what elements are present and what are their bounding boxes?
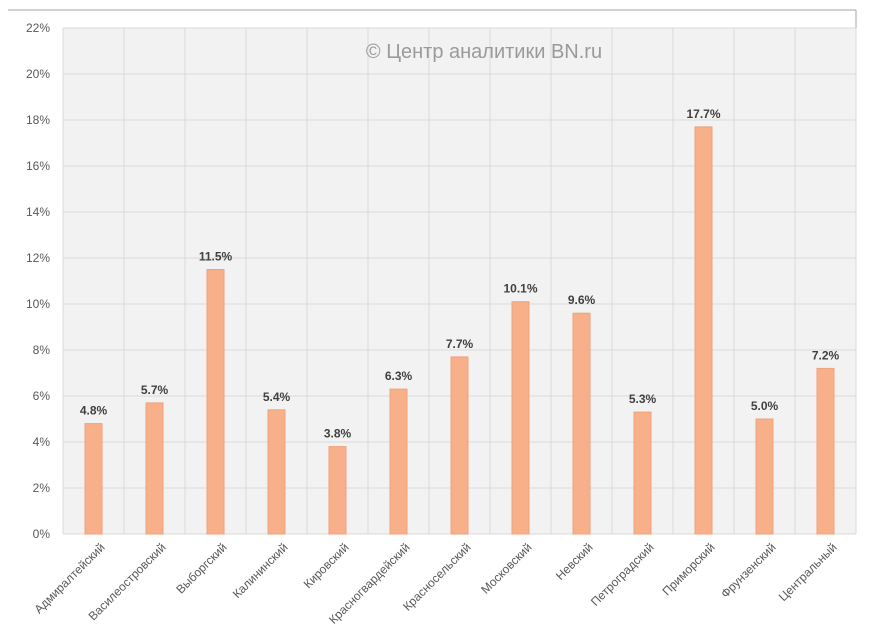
data-label: 7.2% xyxy=(812,348,840,362)
data-label: 6.3% xyxy=(385,369,413,383)
watermark-text: © Центр аналитики BN.ru xyxy=(366,41,602,63)
data-label: 4.8% xyxy=(80,404,108,418)
bar xyxy=(450,356,469,535)
x-tick-label: Фрунзенский xyxy=(718,540,779,601)
data-label: 7.7% xyxy=(446,337,474,351)
bar xyxy=(206,269,225,535)
bar xyxy=(633,411,652,535)
y-tick-label: 22% xyxy=(26,21,50,35)
bar xyxy=(267,409,286,535)
bar xyxy=(694,126,713,535)
x-tick-label: Калининский xyxy=(230,540,291,601)
x-tick-label: Приморский xyxy=(659,540,717,598)
y-tick-label: 0% xyxy=(33,527,51,541)
y-tick-label: 20% xyxy=(26,67,50,81)
y-tick-label: 12% xyxy=(26,251,50,265)
y-tick-label: 16% xyxy=(26,159,50,173)
x-tick-label: Невский xyxy=(553,540,596,583)
bar xyxy=(389,388,408,535)
x-tick-label: Центральный xyxy=(776,540,840,604)
data-label: 3.8% xyxy=(324,427,352,441)
x-tick-label: Московский xyxy=(478,540,534,596)
bar xyxy=(755,418,774,535)
x-tick-label: Кировский xyxy=(301,540,352,591)
bar xyxy=(84,423,103,535)
data-label: 9.6% xyxy=(568,293,596,307)
y-tick-label: 14% xyxy=(26,205,50,219)
data-label: 5.7% xyxy=(141,383,169,397)
bar xyxy=(328,446,347,535)
bar xyxy=(572,312,591,535)
y-tick-label: 8% xyxy=(33,343,51,357)
data-label: 10.1% xyxy=(503,282,537,296)
y-tick-label: 4% xyxy=(33,435,51,449)
y-tick-label: 2% xyxy=(33,481,51,495)
data-label: 11.5% xyxy=(199,250,233,264)
y-tick-label: 10% xyxy=(26,297,50,311)
data-label: 17.7% xyxy=(686,107,720,121)
y-tick-label: 18% xyxy=(26,113,50,127)
data-label: 5.0% xyxy=(751,399,779,413)
y-tick-label: 6% xyxy=(33,389,51,403)
data-label: 5.3% xyxy=(629,392,657,406)
data-label: 5.4% xyxy=(263,390,291,404)
bar xyxy=(511,301,530,535)
bar xyxy=(145,402,164,535)
bar xyxy=(816,367,835,535)
x-tick-label: Петроградский xyxy=(588,540,657,609)
x-tick-label: Выборгский xyxy=(173,540,229,596)
